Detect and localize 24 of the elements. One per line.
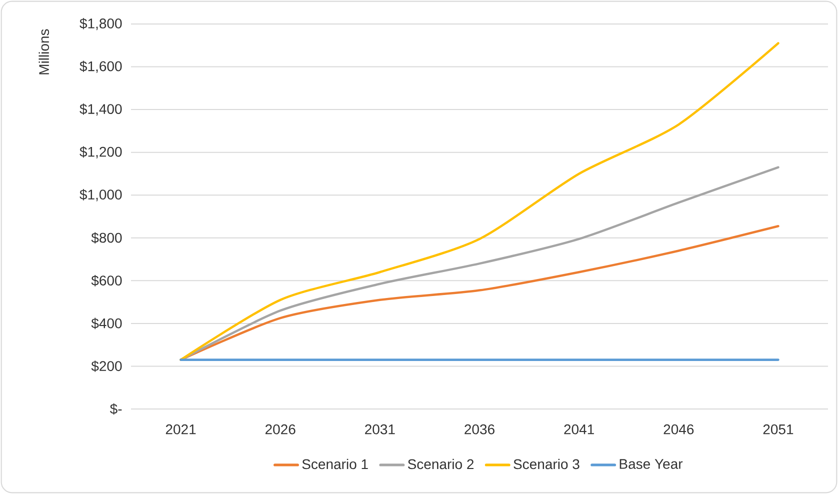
y-tick-label: $1,800 (80, 18, 122, 30)
y-tick-label: $- (110, 403, 122, 415)
line-series (180, 42, 780, 361)
legend-label: Scenario 3 (514, 458, 580, 470)
x-tick-label: 2051 (763, 424, 794, 434)
y-axis-title: Millions (38, 29, 50, 74)
y-tick-label: $800 (91, 232, 122, 244)
legend-label: Base Year (620, 459, 683, 469)
x-tick-label: 2046 (664, 424, 694, 434)
legend-label: Scenario 1 (302, 458, 368, 470)
y-tick-label: $1,000 (80, 189, 122, 202)
y-tick-label: $1,200 (80, 146, 122, 158)
legend-label: Scenario 2 (408, 458, 474, 470)
y-tick-label: $1,400 (80, 103, 122, 116)
x-tick-label: 2026 (266, 424, 296, 434)
y-tick-label: $400 (91, 318, 122, 330)
x-tick-label: 2021 (166, 424, 196, 434)
y-tick-label: $1,600 (80, 60, 122, 73)
x-tick-label: 2031 (365, 424, 395, 434)
x-tick-label: 2036 (464, 424, 494, 434)
line-series (180, 224, 780, 361)
y-tick-label: $200 (91, 360, 122, 372)
x-tick-label: 2041 (564, 424, 594, 434)
y-tick-label: $600 (91, 275, 122, 286)
